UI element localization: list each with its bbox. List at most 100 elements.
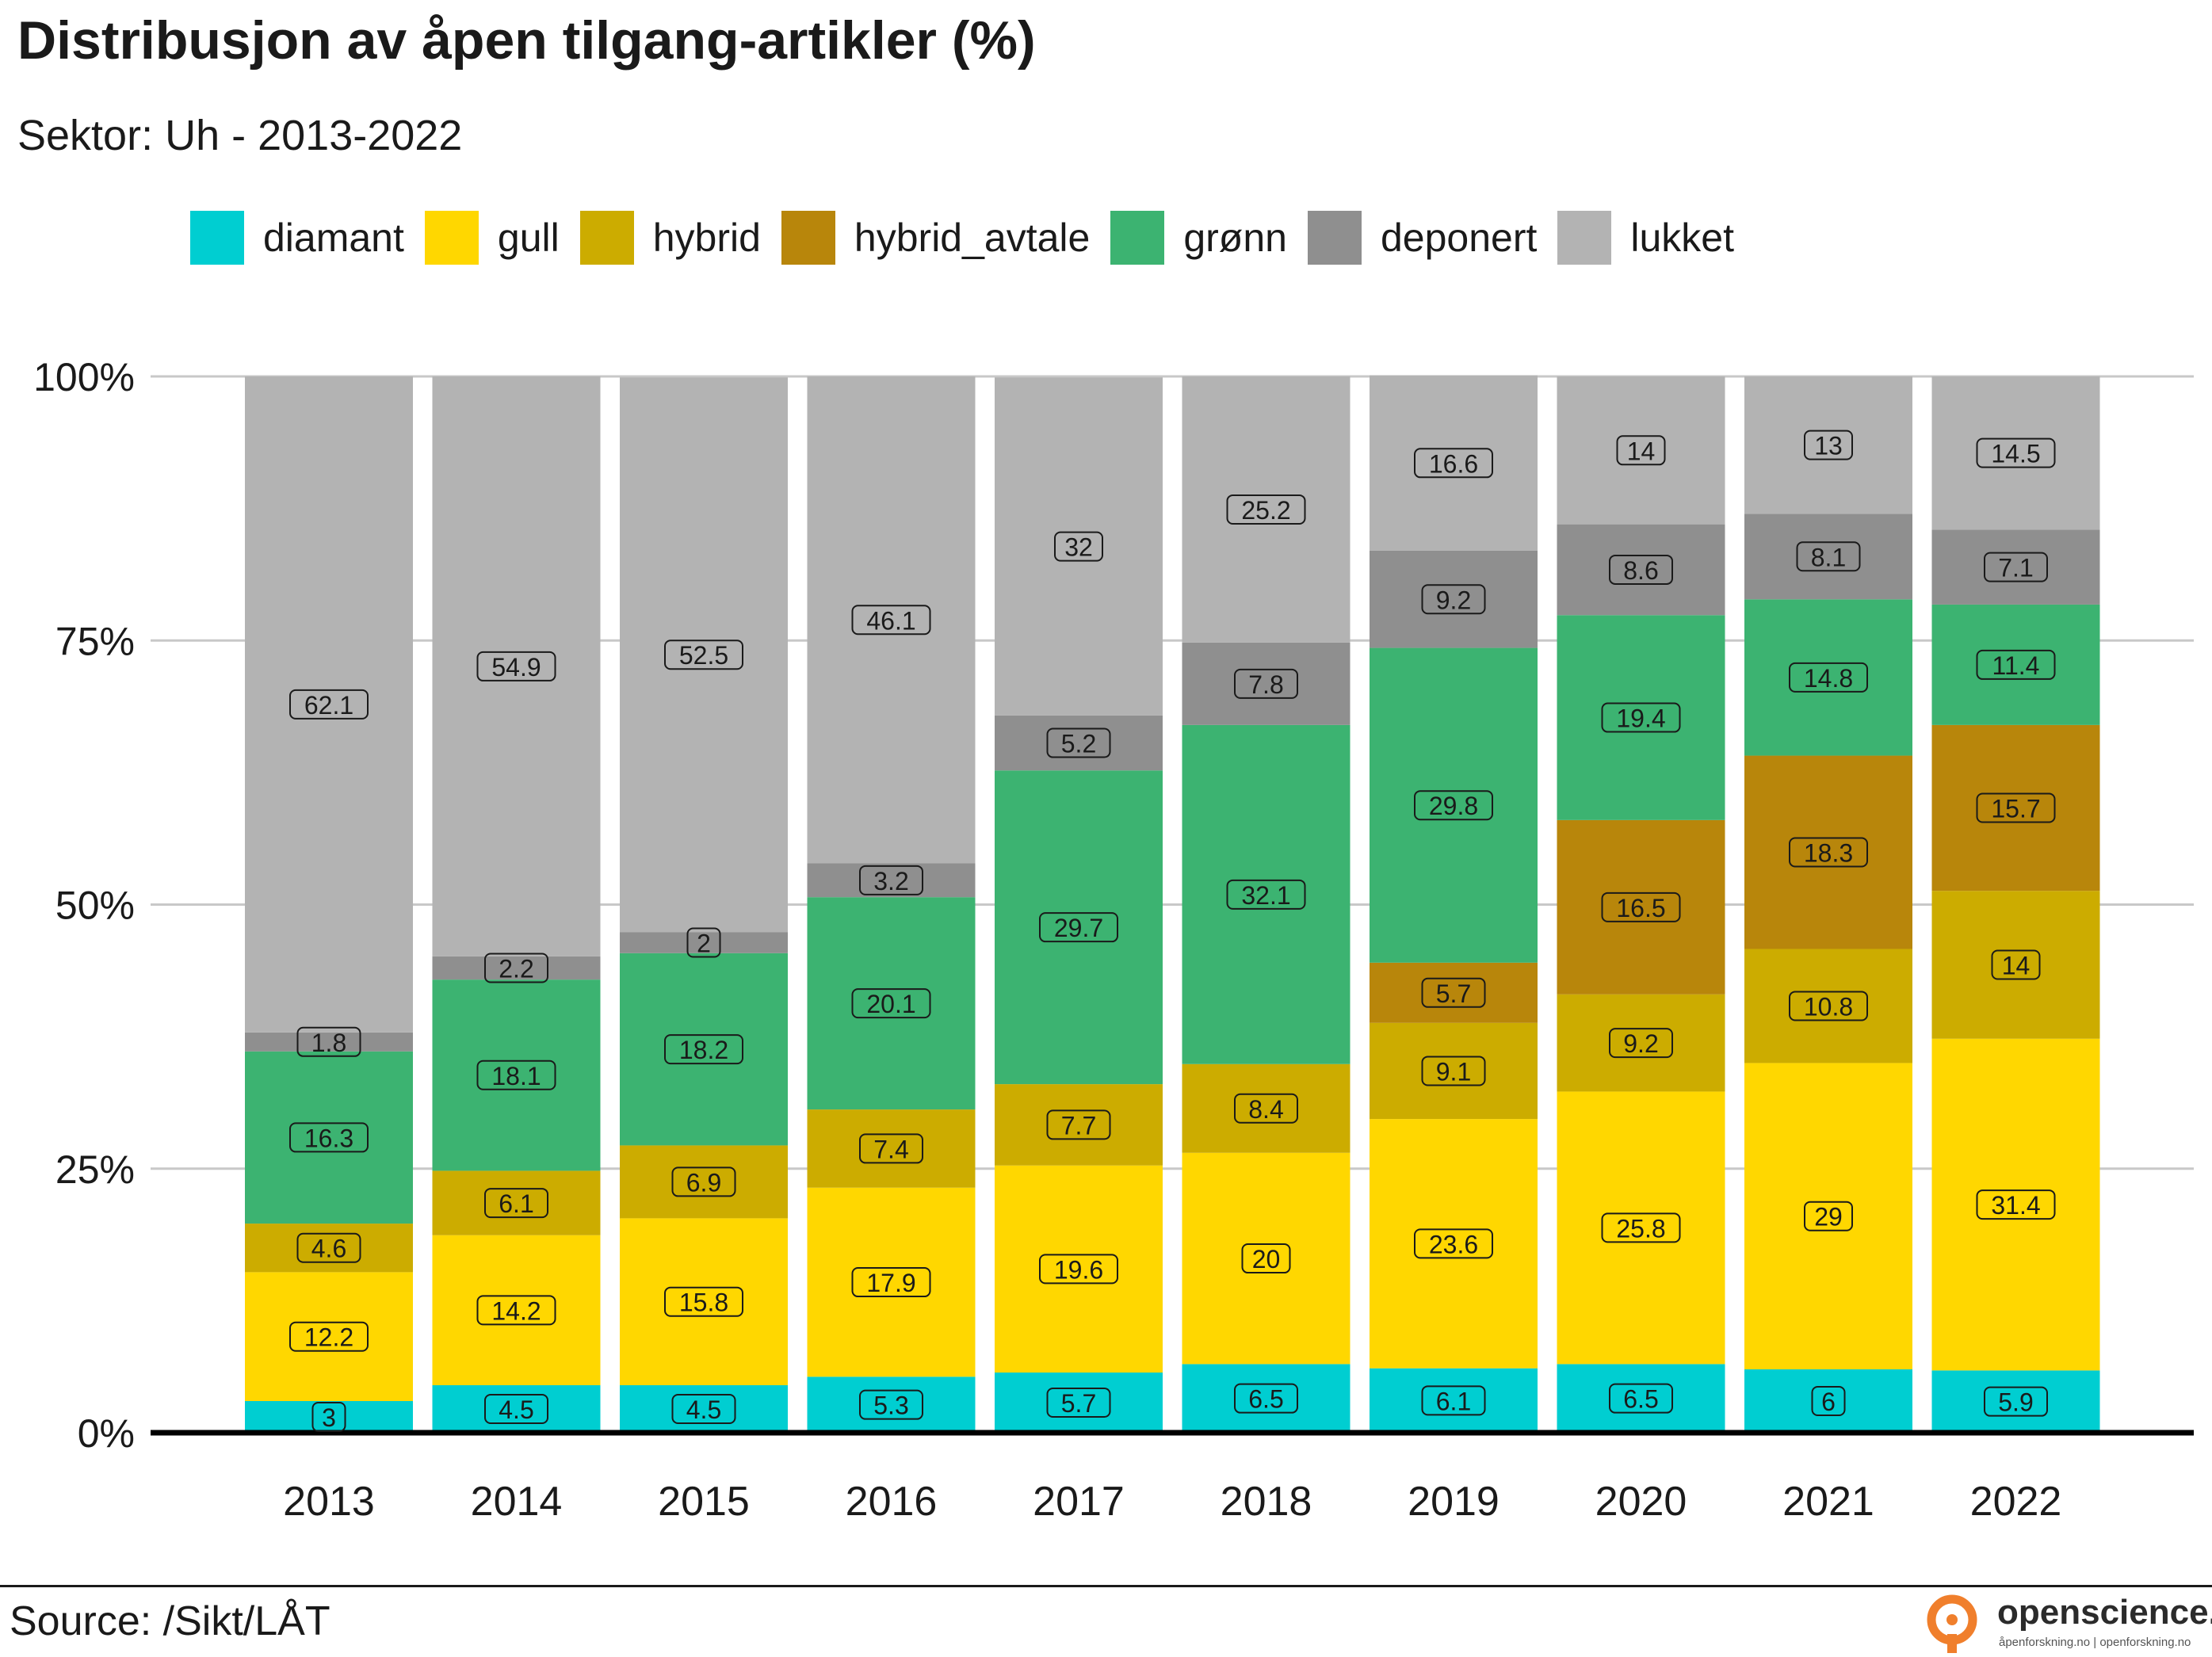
data-label-box (1241, 1243, 1291, 1274)
brand-tagline: åpenforskning.no | openforskning.no (1999, 1636, 2191, 1649)
data-label-box (476, 1295, 556, 1326)
data-label-box (671, 1394, 736, 1425)
data-label-box (1609, 1028, 1673, 1059)
data-label: 3 (322, 1403, 336, 1432)
bar-segment-lukket (245, 376, 413, 1033)
data-label-box (1414, 1228, 1493, 1259)
bar-segment-hybrid_avtale (1557, 819, 1725, 995)
legend-swatch-deponert (1307, 211, 1362, 265)
data-label-box (289, 1122, 369, 1153)
data-label: 20.1 (866, 990, 915, 1018)
data-label: 11.4 (1992, 651, 2040, 680)
bar-segment-deponert (620, 932, 788, 953)
bar-segment-gull (1931, 1038, 2100, 1371)
legend-label-grønn: grønn (1183, 216, 1287, 260)
legend-label-hybrid_avtale: hybrid_avtale (854, 216, 1091, 260)
footer-divider (0, 1585, 2212, 1587)
data-label: 17.9 (866, 1269, 915, 1297)
data-label-box (1601, 702, 1681, 733)
bar-segment-diamant (1370, 1368, 1538, 1433)
data-label-box (484, 1394, 548, 1425)
bar-segment-hybrid (995, 1084, 1163, 1166)
data-label-box (1226, 879, 1306, 910)
data-label: 7.1 (1998, 554, 2033, 582)
data-label: 54.9 (491, 653, 541, 682)
bar-segment-diamant (1744, 1369, 1912, 1433)
data-label-box (859, 865, 923, 895)
bar-segment-hybrid (432, 1170, 601, 1235)
data-label-box (296, 1026, 361, 1057)
bar-segment-diamant (1182, 1364, 1351, 1433)
data-label-box (1804, 430, 1853, 460)
data-label: 15.8 (679, 1289, 728, 1317)
data-label: 3.2 (873, 867, 908, 895)
data-label-box (859, 1133, 923, 1164)
bar-segment-hybrid (1744, 949, 1912, 1063)
data-label-box (1226, 494, 1306, 525)
bar-segment-gull (245, 1272, 413, 1402)
bar-segment-lukket (1744, 376, 1912, 514)
bar-segment-hybrid (245, 1224, 413, 1273)
data-label-box (851, 1267, 931, 1298)
data-label-box (1976, 792, 2056, 823)
data-label-box (1796, 541, 1861, 572)
bar-segment-deponert (1744, 514, 1912, 600)
data-label: 14 (2002, 951, 2031, 979)
bar-segment-lukket (1370, 375, 1538, 551)
legend-label-lukket: lukket (1630, 216, 1734, 260)
bar-segment-diamant (807, 1376, 976, 1433)
x-tick-label: 2016 (846, 1479, 938, 1525)
data-label-box (859, 1389, 923, 1420)
data-label-box (476, 651, 556, 682)
data-label: 25.2 (1241, 496, 1290, 525)
bar-segment-hybrid_avtale (1931, 724, 2100, 891)
x-tick-label: 2013 (283, 1479, 375, 1525)
y-tick-label: 100% (33, 355, 135, 399)
bar-segment-lukket (432, 376, 601, 956)
legend-swatch-hybrid_avtale (781, 211, 835, 265)
bar-segment-grønn (1370, 647, 1538, 963)
x-tick-label: 2022 (1970, 1479, 2062, 1525)
bar-segment-gull (432, 1235, 601, 1386)
data-label: 6.5 (1623, 1385, 1658, 1414)
data-label-box (1811, 1386, 1846, 1417)
data-label: 52.5 (679, 641, 728, 670)
data-label: 4.5 (686, 1395, 721, 1424)
bar-segment-hybrid_avtale (1370, 962, 1538, 1023)
data-label-box (1046, 1388, 1111, 1418)
data-label-box (1601, 1212, 1681, 1243)
data-label: 16.3 (304, 1124, 353, 1152)
data-label-box (1976, 1189, 2056, 1220)
bar-segment-deponert (432, 956, 601, 980)
data-label-box (1234, 668, 1298, 699)
data-label: 4.6 (311, 1235, 346, 1263)
x-tick-label: 2019 (1408, 1479, 1499, 1525)
data-label: 1.8 (311, 1029, 346, 1057)
bar-segment-deponert (1557, 524, 1725, 616)
source-note: Source: /Sikt/LÅT (10, 1598, 330, 1644)
bar-segment-gull (807, 1187, 976, 1377)
x-tick-label: 2015 (658, 1479, 750, 1525)
data-label: 18.1 (491, 1062, 541, 1090)
data-label: 29.8 (1429, 792, 1478, 820)
bar-segment-grønn (995, 770, 1163, 1085)
data-label: 29.7 (1054, 914, 1103, 942)
data-label: 8.6 (1623, 556, 1658, 585)
bar-segment-grønn (807, 897, 976, 1110)
data-label: 16.5 (1616, 894, 1665, 922)
data-label-box (1616, 435, 1666, 466)
data-label: 16.6 (1429, 449, 1478, 478)
bar-segment-grønn (620, 953, 788, 1146)
bar-segment-hybrid (1182, 1063, 1351, 1153)
bar-segment-hybrid (807, 1109, 976, 1188)
bar-segment-gull (620, 1218, 788, 1386)
bar-segment-diamant (620, 1385, 788, 1433)
data-label-box (664, 1286, 743, 1317)
bar-segment-lukket (620, 377, 788, 933)
y-tick-label: 25% (55, 1147, 135, 1192)
data-label-box (484, 953, 548, 983)
chart-legend: diamant gull hybrid hybrid_avtale grønn depon… (190, 208, 1755, 268)
x-tick-label: 2018 (1221, 1479, 1312, 1525)
bar-segment-hybrid (1557, 994, 1725, 1092)
bar-segment-grønn (1744, 599, 1912, 756)
